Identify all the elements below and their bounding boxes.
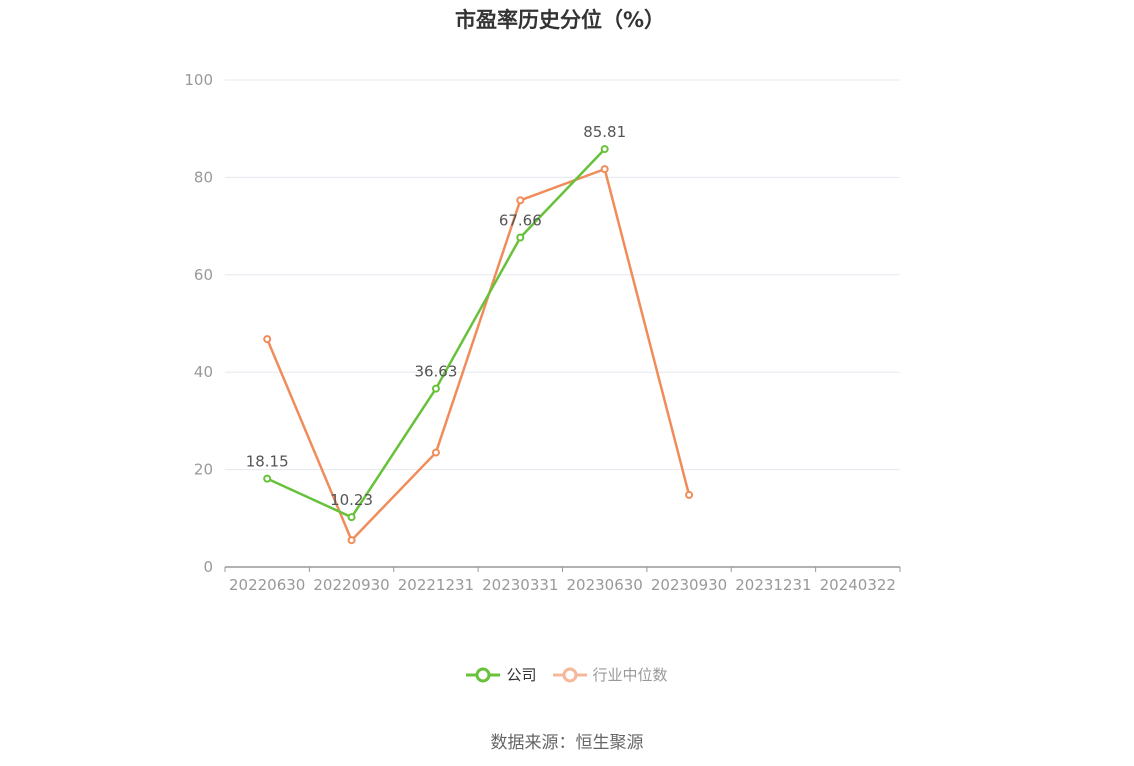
data-source: 数据来源：恒生聚源 bbox=[490, 733, 644, 753]
y-tick-label: 40 bbox=[194, 363, 213, 381]
line-chart: 0 20 40 60 80 100 20220630 20220930 20221231 2023… bbox=[184, 71, 901, 594]
data-point-industry-median bbox=[600, 165, 609, 174]
series-line-industry-median bbox=[266, 167, 691, 542]
x-tick-label: 20231231 bbox=[735, 576, 811, 594]
data-label: 67.66 bbox=[499, 211, 542, 229]
data-point-company bbox=[431, 384, 440, 393]
data-label: 85.81 bbox=[583, 123, 626, 141]
legend-company-line-icon bbox=[466, 667, 501, 682]
data-point-company bbox=[516, 233, 525, 242]
legend-industry-label: 行业中位数 bbox=[592, 666, 668, 684]
legend-item-company[interactable]: 公司 bbox=[466, 664, 537, 685]
data-point-industry-median bbox=[431, 448, 440, 457]
y-tick-label: 100 bbox=[184, 71, 213, 89]
data-point-company bbox=[600, 145, 609, 154]
data-point-industry-median bbox=[263, 335, 272, 344]
y-tick-label: 80 bbox=[194, 168, 213, 186]
data-point-company bbox=[347, 513, 356, 522]
data-label: 36.63 bbox=[414, 363, 457, 381]
data-point-company bbox=[263, 474, 272, 483]
x-tick-label: 20220630 bbox=[229, 576, 305, 594]
legend-company-label: 公司 bbox=[506, 666, 537, 684]
x-tick-label: 20220930 bbox=[313, 576, 389, 594]
chart-title: 市盈率历史分位（%） bbox=[454, 8, 666, 32]
y-tick-label: 0 bbox=[203, 558, 213, 576]
x-tick-label: 20230331 bbox=[482, 576, 558, 594]
x-tick-label: 20230630 bbox=[567, 576, 643, 594]
data-point-industry-median bbox=[347, 536, 356, 545]
x-tick-label: 20230930 bbox=[651, 576, 727, 594]
y-tick-label: 20 bbox=[194, 461, 213, 479]
y-tick-label: 60 bbox=[194, 266, 213, 284]
data-point-industry-median bbox=[685, 490, 694, 499]
x-tick-label: 20221231 bbox=[398, 576, 474, 594]
legend-item-industry-median[interactable]: 行业中位数 bbox=[552, 664, 668, 685]
legend: 公司 行业中位数 bbox=[0, 664, 1134, 685]
legend-industry-line-icon bbox=[552, 667, 587, 682]
data-label: 10.23 bbox=[330, 491, 373, 509]
data-label: 18.15 bbox=[246, 453, 289, 471]
data-point-industry-median bbox=[516, 196, 525, 205]
x-tick-label: 20240322 bbox=[820, 576, 896, 594]
